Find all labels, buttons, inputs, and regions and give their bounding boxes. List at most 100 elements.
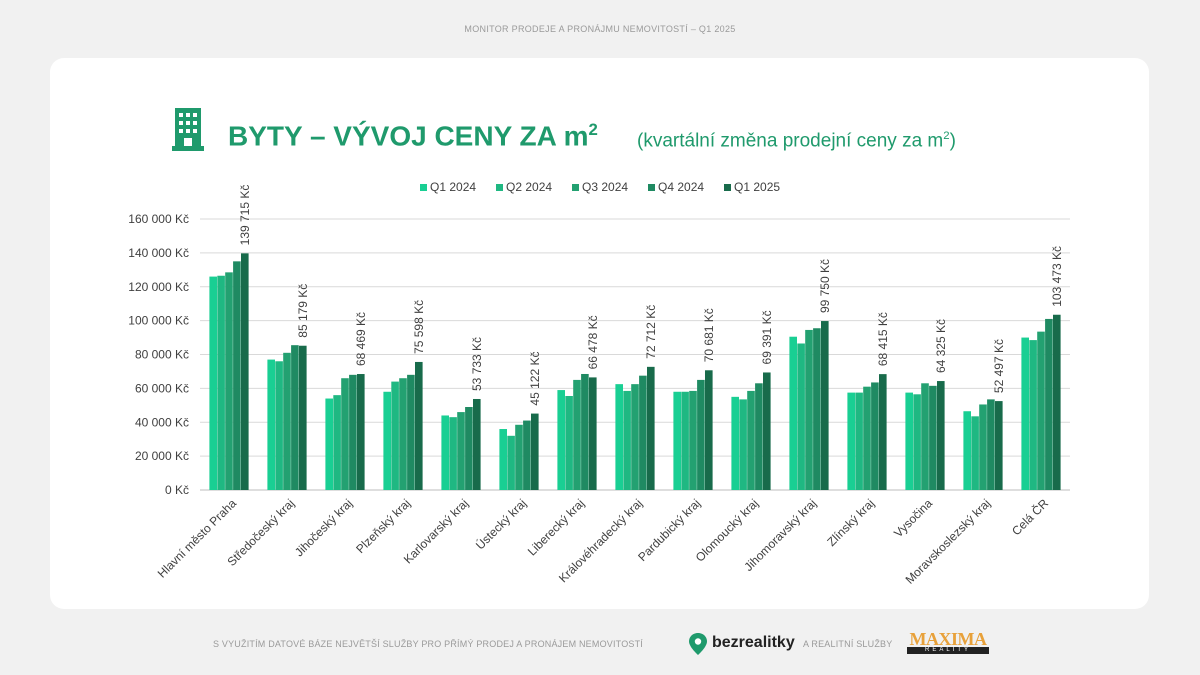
bar xyxy=(357,374,365,490)
legend-label: Q3 2024 xyxy=(582,180,628,194)
bar xyxy=(813,328,821,490)
bar xyxy=(697,379,705,490)
data-label: 69 391 Kč xyxy=(760,310,774,364)
data-label: 64 325 Kč xyxy=(934,319,948,373)
bar xyxy=(705,370,713,490)
legend-label: Q4 2024 xyxy=(658,180,704,194)
x-tick-label: Vysočina xyxy=(891,496,935,540)
page-header: MONITOR PRODEJE A PRONÁJMU NEMOVITOSTÍ –… xyxy=(464,24,736,34)
x-tick-label: Plzeňský kraj xyxy=(353,496,413,556)
bar xyxy=(531,413,539,490)
bar xyxy=(995,401,1003,490)
bezrealitky-logo[interactable]: bezrealitky xyxy=(712,634,795,651)
location-pin-icon xyxy=(689,633,707,655)
bar xyxy=(557,390,565,490)
bar xyxy=(589,377,597,490)
chart-title: BYTY – VÝVOJ CENY ZA m2 xyxy=(228,120,598,152)
bar xyxy=(449,417,457,490)
y-tick-label: 80 000 Kč xyxy=(135,348,189,362)
bar xyxy=(731,396,739,490)
bar xyxy=(399,378,407,490)
bar xyxy=(681,391,689,490)
y-tick-label: 0 Kč xyxy=(165,483,189,497)
bar xyxy=(565,395,573,490)
bar xyxy=(333,395,341,490)
legend-swatch xyxy=(648,184,655,191)
data-label: 68 415 Kč xyxy=(876,312,890,366)
bar xyxy=(755,383,763,490)
x-tick-label: Liberecký kraj xyxy=(525,496,587,558)
footer-text-left: S VYUŽITÍM DATOVÉ BÁZE NEJVĚTŠÍ SLUŽBY P… xyxy=(213,639,644,649)
y-tick-label: 100 000 Kč xyxy=(128,314,189,328)
bar xyxy=(847,392,855,490)
x-tick-label: Hlavní město Praha xyxy=(155,496,240,581)
maxima-logo[interactable]: MAXIMA REALITY xyxy=(907,630,989,654)
data-label: 70 681 Kč xyxy=(702,308,716,362)
legend-swatch xyxy=(420,184,427,191)
bar xyxy=(821,321,829,490)
x-tick-label: Zlínský kraj xyxy=(824,496,877,549)
bar xyxy=(383,391,391,490)
bar xyxy=(937,381,945,490)
bar xyxy=(473,398,481,490)
bar xyxy=(805,329,813,490)
bar xyxy=(963,411,971,490)
y-tick-label: 140 000 Kč xyxy=(128,246,189,260)
bar xyxy=(581,373,589,490)
bar xyxy=(913,394,921,490)
bar xyxy=(797,343,805,490)
bar xyxy=(291,345,299,490)
data-label: 75 598 Kč xyxy=(412,300,426,354)
bar xyxy=(971,416,979,490)
legend-swatch xyxy=(572,184,579,191)
bar xyxy=(523,420,531,490)
bar xyxy=(647,366,655,490)
bar xyxy=(499,429,507,490)
bar xyxy=(639,375,647,490)
legend-label: Q2 2024 xyxy=(506,180,552,194)
bar xyxy=(631,384,639,490)
bar xyxy=(325,398,333,490)
x-tick-label: Ústecký kraj xyxy=(472,496,529,553)
bar xyxy=(739,399,747,490)
bar xyxy=(441,415,449,490)
x-tick-label: Celá ČR xyxy=(1008,495,1051,538)
bar xyxy=(465,407,473,490)
bar xyxy=(879,374,887,490)
bar xyxy=(391,381,399,490)
y-tick-label: 160 000 Kč xyxy=(128,212,189,226)
data-label: 99 750 Kč xyxy=(818,259,832,313)
legend-label: Q1 2025 xyxy=(734,180,780,194)
bar xyxy=(225,272,233,490)
bar xyxy=(407,374,415,490)
bar xyxy=(1037,331,1045,490)
chart-subtitle: (kvartální změna prodejní ceny za m2) xyxy=(637,130,956,152)
bar xyxy=(673,391,681,490)
legend-swatch xyxy=(496,184,503,191)
bar xyxy=(233,261,241,490)
bar xyxy=(929,385,937,490)
bar xyxy=(1053,314,1061,490)
legend-label: Q1 2024 xyxy=(430,180,476,194)
bar xyxy=(987,399,995,490)
bar xyxy=(1021,337,1029,490)
y-tick-label: 120 000 Kč xyxy=(128,280,189,294)
x-tick-label: Jihočeský kraj xyxy=(292,496,355,559)
bar xyxy=(507,435,515,490)
bar xyxy=(763,372,771,490)
bar xyxy=(615,384,623,490)
bar xyxy=(341,378,349,490)
bar xyxy=(241,253,249,490)
data-label: 53 733 Kč xyxy=(470,337,484,391)
bar xyxy=(217,275,225,490)
bar xyxy=(747,390,755,490)
bar xyxy=(1045,318,1053,490)
bar xyxy=(299,345,307,490)
data-label: 72 712 Kč xyxy=(644,305,658,359)
bar xyxy=(209,276,217,490)
bar xyxy=(871,382,879,490)
y-tick-label: 20 000 Kč xyxy=(135,449,189,463)
bar xyxy=(267,359,275,490)
bar xyxy=(623,390,631,490)
